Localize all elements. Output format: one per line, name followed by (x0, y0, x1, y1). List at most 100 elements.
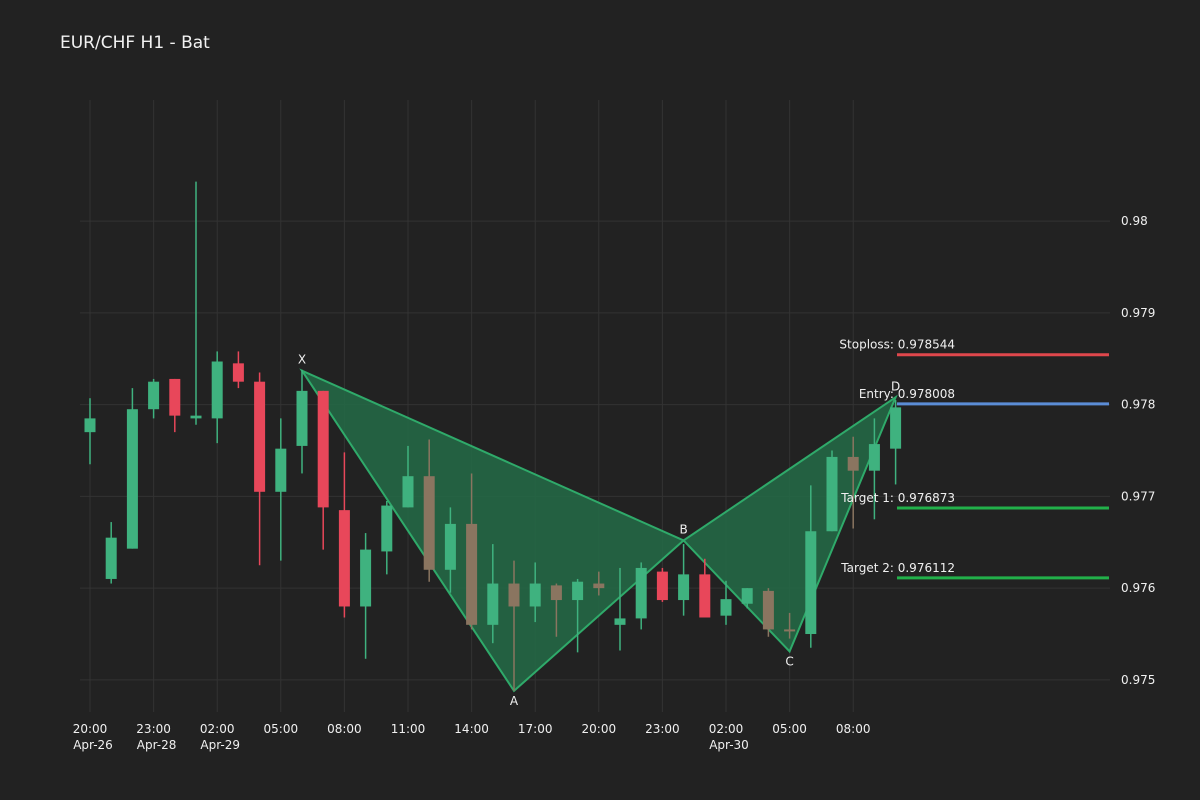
x-tick-label: 20:00 (582, 722, 617, 736)
candle (444, 507, 456, 593)
x-tick-label: 14:00 (454, 722, 489, 736)
candle-body (741, 588, 753, 604)
candle-body (381, 505, 393, 552)
candle-body (254, 381, 266, 492)
y-tick-label: 0.979 (1121, 306, 1155, 320)
pattern-triangle-xab (299, 368, 686, 693)
candle-body (466, 523, 478, 625)
candle-body (148, 381, 160, 410)
candle (614, 567, 626, 651)
target-2-label: Target 2: 0.976112 (840, 561, 955, 575)
candle-body (720, 599, 732, 616)
candle (508, 560, 520, 691)
candle-body (402, 476, 414, 508)
candle-body (232, 363, 244, 382)
candle (550, 583, 562, 637)
pattern-point-label: D (891, 379, 900, 393)
candle-body (890, 407, 902, 449)
candle (317, 390, 329, 550)
target-1-label: Target 1: 0.976873 (840, 491, 955, 505)
candle (678, 544, 690, 616)
candle-body (550, 585, 562, 601)
x-tick-label: 23:00 (645, 722, 680, 736)
candle (656, 567, 668, 602)
x-tick-label: 08:00 (327, 722, 362, 736)
candle-body (656, 571, 668, 601)
candle (868, 418, 880, 520)
candle-body (805, 531, 817, 635)
candle-body (826, 456, 838, 532)
pattern-point-label: X (298, 353, 306, 367)
candle (84, 398, 96, 465)
stoploss-label: Stoploss: 0.978544 (839, 338, 955, 352)
pattern-point-label: B (679, 522, 687, 536)
candle (275, 418, 287, 561)
candle-body (126, 409, 138, 549)
candle (593, 571, 605, 596)
candle (529, 562, 541, 623)
candle (105, 522, 117, 584)
candle-body (868, 444, 880, 471)
x-tick-date-label: Apr-30 (709, 738, 749, 752)
x-tick-label: 23:00 (136, 722, 171, 736)
x-tick-label: 05:00 (264, 722, 299, 736)
candle (296, 369, 308, 474)
candle (254, 372, 266, 566)
candle (699, 558, 711, 618)
candle (784, 612, 796, 639)
y-tick-label: 0.975 (1121, 673, 1155, 687)
candle (169, 378, 181, 433)
candle-body (444, 523, 456, 570)
candle-body (572, 581, 584, 601)
pattern-layer (299, 368, 898, 693)
candle (720, 580, 732, 625)
pattern-triangle-bcd (682, 394, 898, 654)
candle (890, 400, 902, 485)
candle-body (508, 583, 520, 607)
candle (126, 388, 138, 549)
candle (211, 351, 223, 444)
y-tick-label: 0.977 (1121, 489, 1155, 503)
candle-body (84, 418, 96, 433)
label-layer: X A B C D (298, 353, 900, 708)
pattern-point-label: C (785, 654, 793, 668)
candle (762, 588, 774, 637)
candle (572, 578, 584, 653)
candle-layer (84, 181, 902, 691)
candle-body (296, 390, 308, 446)
x-tick-label: 05:00 (772, 722, 807, 736)
candle (847, 436, 859, 529)
x-tick-date-label: Apr-26 (73, 738, 113, 752)
candle (466, 473, 478, 630)
candle-body (360, 549, 372, 607)
x-tick-label: 20:00 (73, 722, 108, 736)
candle (423, 439, 435, 582)
candle-body (614, 618, 626, 625)
y-tick-label: 0.978 (1121, 398, 1155, 412)
candle-body (699, 574, 711, 618)
candle-body (487, 583, 499, 625)
candle (148, 378, 160, 419)
candle (635, 562, 647, 630)
x-tick-label: 17:00 (518, 722, 553, 736)
candle-body (784, 629, 796, 632)
candle (360, 533, 372, 659)
candle-body (338, 510, 350, 607)
x-tick-label: 02:00 (200, 722, 235, 736)
candle-body (762, 590, 774, 630)
candle (338, 452, 350, 618)
candle-body (169, 378, 181, 416)
chart-title: EUR/CHF H1 - Bat (60, 33, 210, 53)
x-tick-label: 08:00 (836, 722, 871, 736)
candle-body (529, 583, 541, 607)
candle (190, 181, 202, 425)
candle-body (423, 476, 435, 570)
candle-body (847, 456, 859, 471)
candle (805, 485, 817, 648)
candle (826, 450, 838, 532)
candle (741, 588, 753, 609)
candle-body (275, 448, 287, 492)
candle (402, 445, 414, 508)
candle (487, 544, 499, 644)
